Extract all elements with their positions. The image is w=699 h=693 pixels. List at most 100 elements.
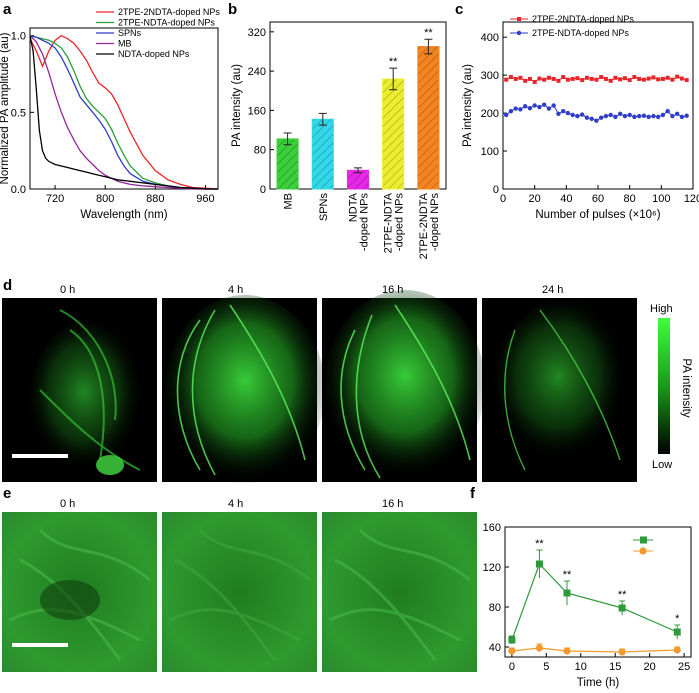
image-e-16h [322,512,477,672]
chart-a-spectra: 720 800 880 960 0.0 0.5 1.0 Wavelength (nm) Norm… [0,7,220,221]
data-point [599,75,604,80]
data-point [660,112,666,118]
data-point [546,106,552,111]
data-point [637,76,642,81]
data-point [636,113,642,119]
legend-label-0: 2TPE-2NDTA-doped NPs [532,14,634,24]
data-point [613,114,618,120]
f-ytick-label: 120 [483,562,501,574]
f-ytick-label: 160 [483,522,501,534]
a-xtick-label: 720 [46,193,64,205]
data-point [527,105,533,111]
data-point [522,104,528,109]
data-point [660,76,665,81]
time-label-d-2: 16 h [382,284,403,296]
data-point [641,77,646,82]
category-label-0: MB [283,193,295,210]
data-point [527,76,532,81]
data-point [575,76,580,81]
data-point [641,113,647,118]
colorbar-title: PA intensity [680,358,692,417]
significance-label: * [675,613,680,625]
series-line-4 [29,35,218,190]
data-point [541,102,547,107]
data-point [589,116,594,121]
data-point [675,74,680,79]
data-point [670,77,675,82]
f-xtick-label: 15 [609,661,621,673]
errorbar-0 [283,132,292,146]
data-point [684,113,689,118]
bar-0 [276,138,299,190]
legend-marker-0 [517,17,521,21]
colorbar [658,318,670,454]
data-point [503,112,509,118]
a-ylabel: Normalized PA amplitude (au) [0,32,11,184]
data-point [575,113,580,119]
data-point [508,647,516,655]
significance-4: ** [424,27,433,39]
data-point [584,75,589,80]
f-xtick-label: 5 [543,661,549,673]
data-point [565,110,571,116]
f-xtick-label: 0 [509,661,515,673]
a-xtick-label: 960 [196,193,214,205]
series-line-3 [29,35,218,190]
panel-e-images: 0 h 4 h 16 h [2,498,477,672]
panel-label-b: b [228,1,237,18]
legend-label-1: 2TPE-NDTA-doped NPs [532,28,629,38]
bar-3 [382,78,405,190]
significance-label: ** [535,538,544,550]
category-label-1: SPNs [318,193,330,222]
data-point [673,646,681,654]
panel-label-f: f [470,485,476,502]
data-point [651,113,656,119]
legend-label-1: 2TPE-NDTA-doped NPs [118,18,215,28]
scale-bar-e [12,643,68,647]
a-xtick-label: 800 [96,193,114,205]
data-point [670,113,675,119]
data-point [546,75,551,80]
c-ytick-label: 300 [481,70,499,82]
data-point [565,77,570,82]
data-point [655,114,661,120]
b-ytick-label: 160 [248,105,266,117]
data-point [508,75,513,80]
time-label-e-1: 4 h [228,498,243,510]
data-point [679,76,684,81]
b-ytick-label: 320 [248,27,266,39]
category-label-2: NDTA [348,192,360,222]
data-point [656,77,661,82]
c-xtick-label: 0 [500,193,506,205]
b-ytick-label: 0 [260,184,266,196]
b-ytick-label: 240 [248,66,266,78]
c-xtick-label: 100 [652,193,670,205]
f-ytick-label: 80 [489,602,501,614]
category-label-4: 2TPE-2NDTA [418,192,430,259]
data-point [665,75,670,80]
data-point [513,76,518,81]
image-e-0h [2,512,157,672]
errorbar-4 [424,38,433,55]
time-label-d-3: 24 h [542,284,563,296]
data-point [560,108,566,114]
a-ytick-label: 1.0 [11,31,26,43]
errorbar-3 [389,67,398,91]
data-point [579,112,585,117]
data-point [627,78,632,83]
b-ylabel: PA intensity (au) [231,64,243,147]
c-ylabel: PA intensity (au) [462,64,474,147]
data-point [618,604,626,612]
significance-3: ** [389,56,398,68]
category-label-3: 2TPE-NDTA [383,192,395,253]
data-point [632,114,637,120]
bar-4 [417,46,440,190]
time-label-d-1: 4 h [228,284,243,296]
data-point [627,112,632,118]
data-point [608,112,613,118]
series-line-0 [511,562,678,641]
data-point [589,76,594,81]
panel-label-d: d [3,277,12,294]
